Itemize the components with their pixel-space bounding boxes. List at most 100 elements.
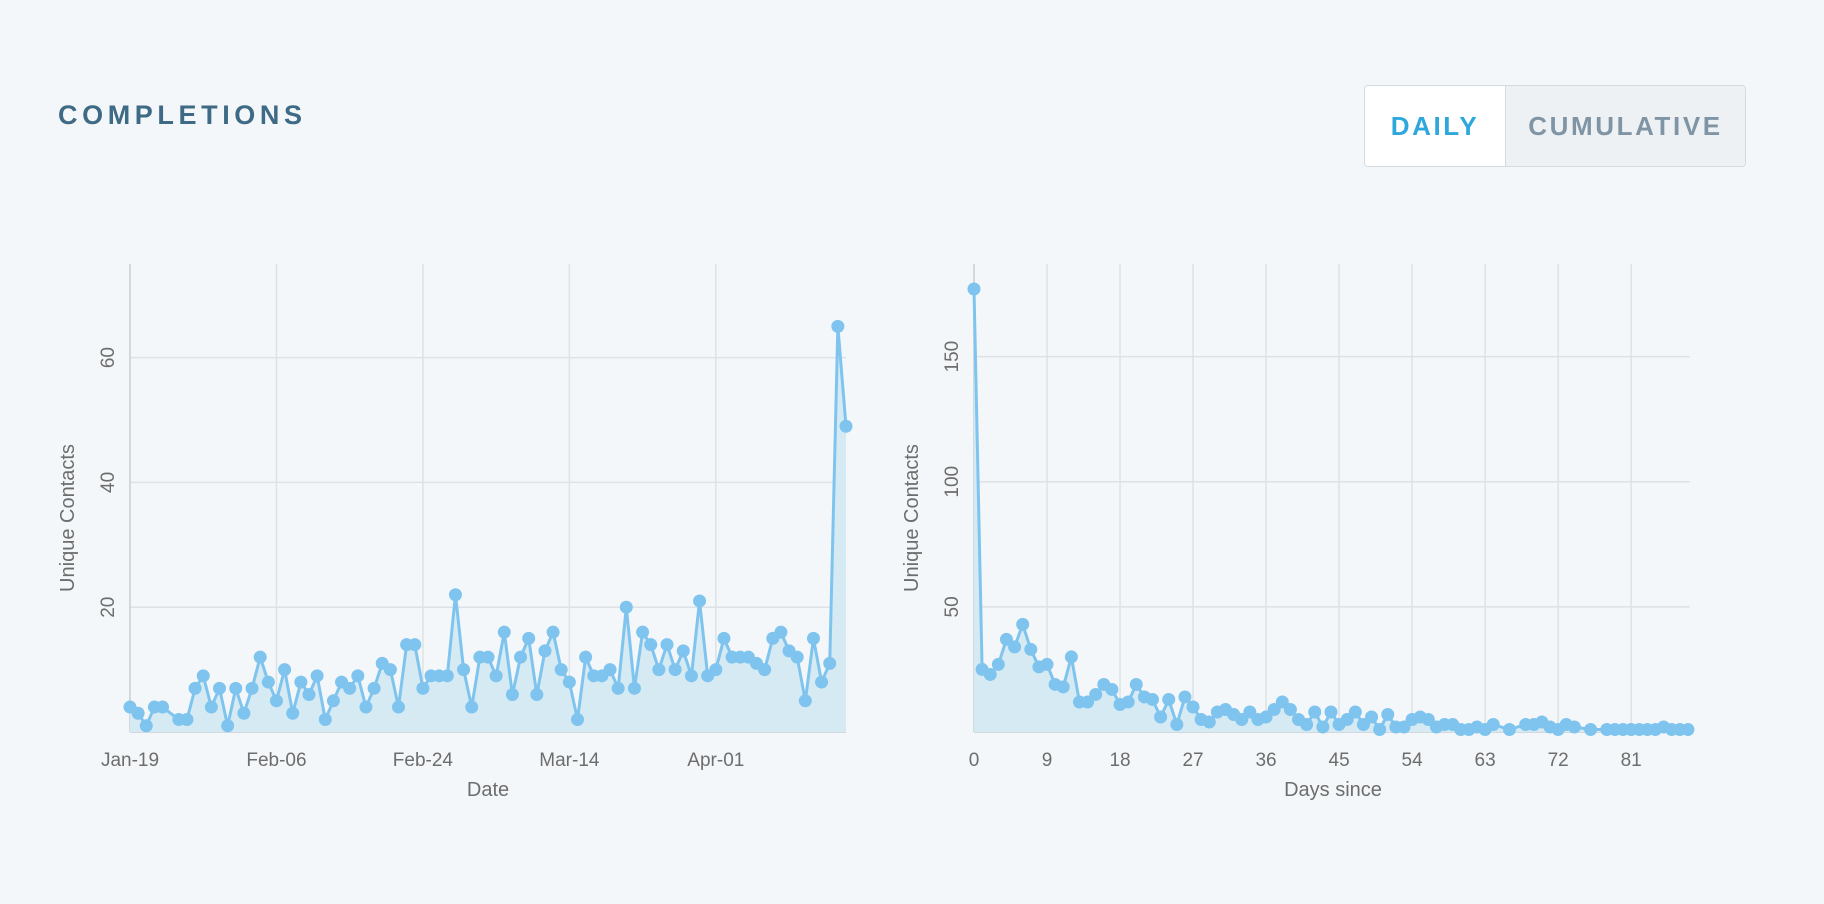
daily-completions-chart: 20 40 60 Jan-19 Feb-06 Feb-24 Mar-14 Apr-01 Date…: [57, 264, 853, 801]
data-point: [1373, 722, 1387, 736]
data-point: [1170, 717, 1184, 731]
data-point: [1178, 690, 1192, 704]
data-point: [359, 700, 373, 714]
data-point: [196, 669, 210, 683]
data-point: [983, 667, 997, 681]
data-point: [318, 713, 332, 727]
data-point: [514, 650, 528, 664]
y-tick-label: 150: [942, 341, 963, 373]
data-point: [1056, 680, 1070, 694]
data-point: [554, 663, 568, 677]
series-area: [974, 289, 1688, 732]
y-axis-title: Unique Contacts: [57, 444, 79, 592]
data-point: [839, 419, 853, 433]
data-point: [644, 638, 658, 652]
data-point: [440, 669, 454, 683]
data-point: [188, 681, 202, 695]
data-point: [448, 588, 462, 602]
data-point: [823, 656, 837, 670]
y-tick-label: 50: [942, 596, 963, 617]
data-point: [522, 631, 536, 645]
data-point: [1089, 687, 1103, 701]
y-tick-label: 40: [98, 472, 119, 493]
data-point: [261, 675, 275, 689]
data-point: [286, 706, 300, 720]
data-point: [1486, 717, 1500, 731]
x-tick-label: Feb-24: [393, 750, 454, 771]
data-point: [1381, 707, 1395, 721]
data-point: [383, 663, 397, 677]
data-point: [1567, 720, 1581, 734]
x-tick-label: Apr-01: [687, 750, 744, 771]
data-point: [636, 625, 650, 639]
data-point: [1348, 705, 1362, 719]
data-point: [530, 688, 544, 702]
data-point: [156, 700, 170, 714]
cumulative-toggle-button[interactable]: CUMULATIVE: [1506, 86, 1745, 166]
data-point: [693, 594, 707, 608]
data-point: [806, 631, 820, 645]
x-tick-label: 45: [1329, 750, 1350, 771]
data-point: [546, 625, 560, 639]
x-axis-title: Days since: [1284, 779, 1382, 801]
data-point: [627, 681, 641, 695]
data-point: [798, 694, 812, 708]
data-point: [562, 675, 576, 689]
data-point: [717, 631, 731, 645]
data-point: [505, 688, 519, 702]
data-point: [392, 700, 405, 714]
data-point: [278, 663, 292, 677]
data-point: [831, 319, 845, 333]
data-point: [1105, 682, 1119, 696]
data-point: [611, 681, 625, 695]
data-point: [1154, 710, 1168, 724]
x-tick-label: 72: [1548, 750, 1569, 771]
data-point: [660, 638, 674, 652]
x-tick-label: 0: [969, 750, 980, 771]
data-point: [1502, 722, 1516, 736]
page-title: COMPLETIONS: [58, 100, 307, 130]
daily-cumulative-toggle: DAILY CUMULATIVE: [1364, 85, 1746, 167]
data-point: [1008, 640, 1022, 654]
data-point: [1324, 705, 1338, 719]
data-point: [204, 700, 218, 714]
data-point: [139, 719, 153, 733]
data-point: [1308, 705, 1322, 719]
x-axis-title: Date: [467, 779, 509, 801]
data-point: [481, 650, 495, 664]
x-tick-label: Feb-06: [246, 750, 306, 771]
x-tick-label: 18: [1109, 750, 1130, 771]
x-tick-label: 54: [1402, 750, 1424, 771]
data-point: [253, 650, 267, 664]
data-point: [302, 688, 316, 702]
y-axis-title: Unique Contacts: [901, 444, 923, 592]
data-point: [790, 650, 804, 664]
data-point: [1024, 642, 1038, 656]
data-point: [1121, 695, 1135, 709]
data-point: [668, 663, 682, 677]
x-tick-label: 9: [1042, 750, 1053, 771]
daily-toggle-button[interactable]: DAILY: [1365, 86, 1506, 166]
data-point: [489, 669, 503, 683]
data-point: [676, 644, 690, 658]
y-tick-label: 60: [98, 347, 119, 368]
data-point: [229, 681, 243, 695]
data-point: [408, 638, 422, 652]
data-point: [579, 650, 593, 664]
y-tick-label: 20: [98, 597, 119, 618]
data-point: [1016, 617, 1030, 631]
data-point: [967, 282, 981, 296]
data-point: [1584, 722, 1598, 736]
x-tick-label: 81: [1621, 750, 1642, 771]
data-point: [351, 669, 365, 683]
data-point: [619, 600, 633, 614]
data-point: [326, 694, 340, 708]
x-tick-label: Mar-14: [539, 750, 600, 771]
data-point: [213, 681, 226, 695]
data-point: [131, 706, 145, 720]
y-tick-label: 100: [942, 466, 963, 498]
data-point: [221, 719, 235, 733]
data-point: [1316, 720, 1330, 734]
